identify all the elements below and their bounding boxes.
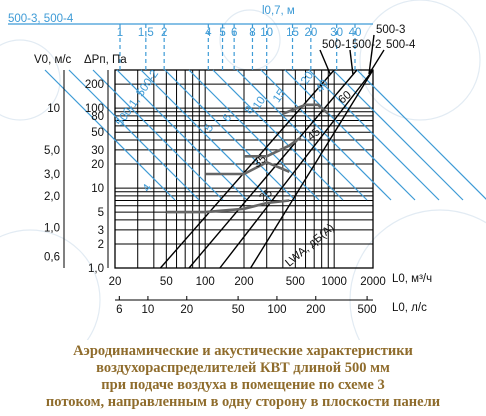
- noise-curve: [166, 199, 290, 214]
- throw-line-label: 4: [141, 182, 155, 195]
- model-leader: [319, 49, 331, 75]
- throw-diagonal: [188, 69, 320, 201]
- airflow-tick-label: 500: [286, 276, 305, 288]
- model-line: [250, 69, 374, 269]
- throw-tick-label: 2: [161, 27, 167, 39]
- airflow-tick-label: 2000: [360, 276, 386, 288]
- pressure-tick-label: 80: [91, 111, 104, 123]
- velocity-tick-label: 1,0: [44, 223, 60, 235]
- ls-axis-label: L0, л/с: [392, 302, 427, 314]
- top-axis-series-label: 500-3, 500-4: [8, 13, 74, 25]
- velocity-axis-label: V0, м/с: [34, 54, 72, 66]
- model-line: [219, 69, 374, 269]
- throw-tick-label: 8: [249, 27, 255, 39]
- model-label: 500-2: [352, 39, 381, 51]
- bg-circle: [0, 229, 101, 340]
- model-leader: [368, 49, 385, 75]
- pressure-tick-label: 200: [85, 79, 104, 91]
- ls-tick-label: 500: [358, 304, 377, 316]
- axis-labels: 500-3, 500-4 l0,7, м V0, м/с ΔPп, Па L0,…: [8, 5, 432, 314]
- bg-circle: [219, 9, 281, 71]
- noise-curve: [282, 103, 330, 116]
- throw-tick-label: 15: [286, 27, 299, 39]
- plot-frame: [114, 69, 374, 269]
- model-leader: [368, 34, 375, 75]
- throw-diagonal: [284, 69, 416, 201]
- pressure-tick-label: 100: [85, 103, 104, 115]
- throw-diagonal: [140, 69, 272, 201]
- model-label: 500-4: [386, 39, 416, 51]
- caption-line-4: потоком, направленным в одну сторону в п…: [45, 394, 441, 410]
- ls-tick-label: 200: [306, 304, 325, 316]
- airflow-tick-label: 50: [160, 276, 173, 288]
- velocity-tick-label: 5,0: [44, 145, 60, 157]
- throw-lines: [8, 23, 486, 201]
- pressure-tick-label: 2: [98, 239, 104, 251]
- throw-diagonal: [260, 69, 392, 201]
- aerodynamic-chart: 500-3, 500-4 l0,7, м V0, м/с ΔPп, Па L0,…: [0, 0, 486, 340]
- noise-curve: [205, 160, 290, 176]
- bg-circle: [359, 0, 481, 121]
- throw-diagonal: [164, 69, 296, 201]
- pressure-tick-label: 3: [98, 225, 104, 237]
- bg-circle: [0, 39, 61, 121]
- ls-tick-label: 100: [267, 304, 286, 316]
- throw-diagonal: [92, 69, 224, 201]
- ls-tick-label: 20: [180, 304, 193, 316]
- pressure-tick-label: 30: [91, 145, 104, 157]
- velocity-tick-label: 0,6: [44, 251, 60, 263]
- velocity-tick-label: 10: [47, 103, 60, 115]
- caption-line-1: Аэродинамические и акустические характер…: [73, 343, 413, 359]
- throw-diagonal: [116, 69, 248, 201]
- model-label: 500-3: [376, 24, 405, 36]
- pressure-tick-label: 50: [91, 127, 104, 139]
- velocity-tick-label: 2,0: [44, 191, 60, 203]
- throw-tick-label: 30: [330, 27, 343, 39]
- ls-tick-label: 10: [142, 304, 155, 316]
- throw-tick-label: 5: [219, 27, 225, 39]
- airflow-tick-label: 1000: [321, 276, 347, 288]
- caption-line-3: при подаче воздуха в помещение по схеме …: [101, 377, 385, 393]
- throw-tick-label: 20: [304, 27, 317, 39]
- throw-tick-label: 4: [205, 27, 212, 39]
- noise-curves: [166, 103, 330, 214]
- noise-curve: [244, 136, 302, 158]
- throw-tick-label: 1: [117, 27, 123, 39]
- airflow-axis-label: L0, м³/ч: [392, 273, 432, 285]
- throw-diagonal: [308, 69, 440, 201]
- throw-diagonal: [44, 69, 176, 201]
- caption-line-2: воздухораспределителей КВТ длиной 500 мм: [96, 360, 390, 376]
- throw-diagonal: [332, 69, 464, 201]
- velocity-tick-label: 3,0: [44, 169, 60, 181]
- airflow-tick-label: 20: [109, 276, 122, 288]
- throw-line-label: 15: [271, 88, 288, 105]
- chart-grid: [114, 69, 374, 269]
- pressure-axis-label: ΔPп, Па: [84, 54, 127, 66]
- throw-tick-label: 10: [260, 27, 273, 39]
- pressure-tick-label: 1,0: [88, 263, 104, 275]
- background-decoration: [0, 0, 486, 340]
- ls-tick-label: 50: [232, 304, 245, 316]
- model-label: 500-1: [322, 39, 351, 51]
- model-line: [188, 69, 358, 269]
- airflow-tick-label: 100: [196, 276, 215, 288]
- throw-diagonal: [68, 69, 200, 201]
- model-lines: [159, 34, 385, 269]
- throw-diagonal: [356, 69, 486, 200]
- airflow-tick-label: 200: [234, 276, 253, 288]
- noise-axis-label: LWA, дБ(А): [283, 222, 337, 270]
- throw-axis-label: l0,7, м: [262, 5, 295, 17]
- pressure-tick-label: 5: [98, 207, 104, 219]
- model-leader: [349, 49, 354, 75]
- pressure-tick-label: 10: [91, 183, 104, 195]
- model-line: [159, 69, 335, 269]
- throw-tick-label: 40: [349, 27, 362, 39]
- ls-tick-label: 6: [116, 304, 122, 316]
- pressure-tick-label: 20: [91, 159, 104, 171]
- throw-tick-label: 1,5: [138, 27, 154, 39]
- throw-tick-label: 6: [231, 27, 237, 39]
